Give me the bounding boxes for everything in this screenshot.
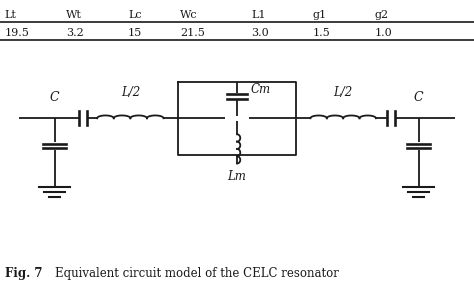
Text: 3.2: 3.2 <box>66 28 84 38</box>
Text: Wt: Wt <box>66 10 82 20</box>
Text: L1: L1 <box>251 10 266 20</box>
Text: Cm: Cm <box>250 84 270 96</box>
Text: L/2: L/2 <box>121 86 140 99</box>
Text: 15: 15 <box>128 28 142 38</box>
Text: g2: g2 <box>374 10 389 20</box>
Text: Lt: Lt <box>5 10 17 20</box>
Text: C: C <box>414 91 423 104</box>
Text: Lc: Lc <box>128 10 142 20</box>
Text: Equivalent circuit model of the CELC resonator: Equivalent circuit model of the CELC res… <box>55 267 338 280</box>
Text: L/2: L/2 <box>334 86 353 99</box>
Text: g1: g1 <box>313 10 327 20</box>
Text: Wc: Wc <box>180 10 198 20</box>
Text: 1.0: 1.0 <box>374 28 392 38</box>
Text: 3.0: 3.0 <box>251 28 269 38</box>
Text: 21.5: 21.5 <box>180 28 205 38</box>
Text: 19.5: 19.5 <box>5 28 29 38</box>
Text: 1.5: 1.5 <box>313 28 330 38</box>
Text: C: C <box>50 91 59 104</box>
Text: Fig. 7: Fig. 7 <box>5 267 42 280</box>
Text: Lm: Lm <box>228 170 246 183</box>
